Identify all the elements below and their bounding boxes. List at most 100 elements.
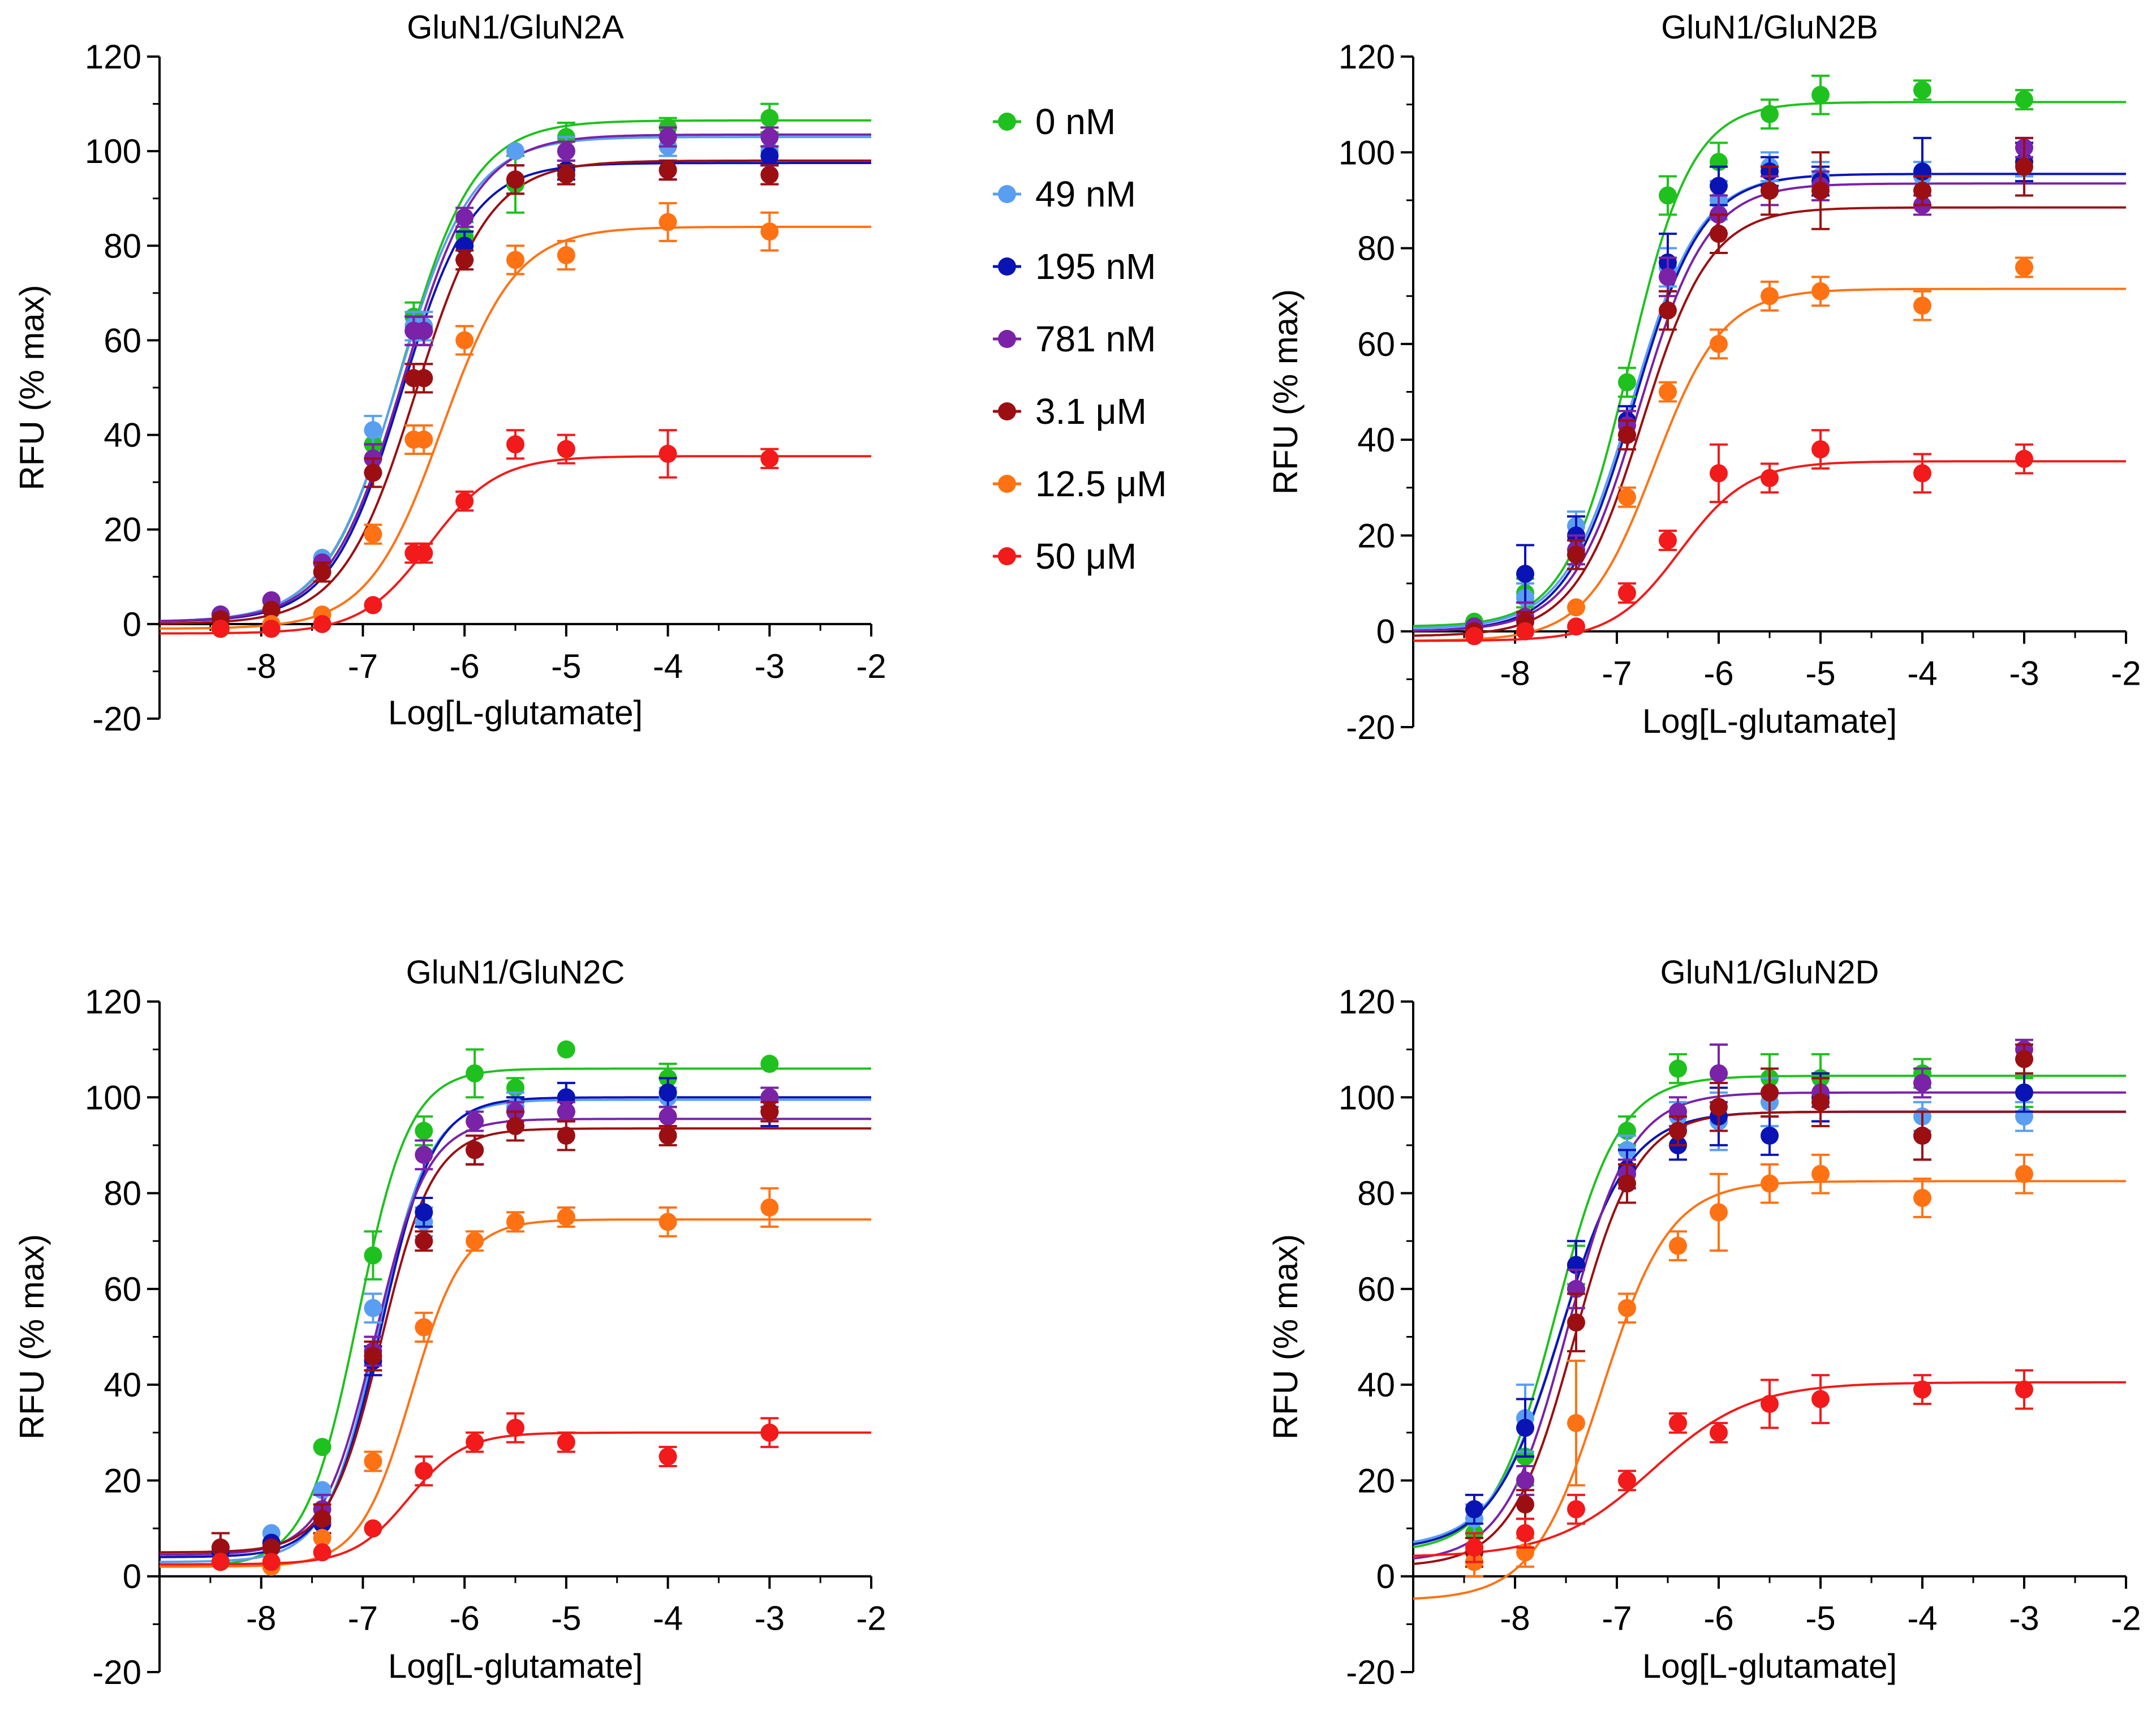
data-point [1465, 1538, 1483, 1557]
data-point [760, 222, 779, 241]
data-point [415, 321, 433, 340]
chart-panel-3: -20 0 20 40 60 80 100 120 -8 -7 -6 -5 -4 -3 -2 GluN1/Gl… [13, 954, 887, 1691]
data-point [557, 1208, 575, 1226]
data-point [364, 596, 382, 615]
fit-curve [160, 1098, 871, 1563]
legend-item: 49 nM [993, 174, 1136, 214]
x-tick-label: -6 [449, 1600, 479, 1638]
y-tick-label: 20 [104, 511, 141, 549]
panel-title: GluN1/GluN2C [406, 954, 625, 991]
data-point [466, 1232, 484, 1251]
data-point [1811, 85, 1830, 104]
data-point [1710, 334, 1728, 353]
data-point [1516, 1471, 1534, 1490]
data-point [557, 1102, 575, 1121]
data-point [1618, 584, 1636, 602]
data-point [557, 142, 575, 161]
data-point [1913, 81, 1931, 100]
y-tick-label: 100 [1339, 134, 1395, 171]
data-point [1761, 287, 1779, 306]
data-point [1913, 1127, 1931, 1145]
data-point [1811, 1165, 1830, 1183]
data-point [211, 1538, 230, 1557]
data-point [313, 615, 332, 633]
data-point [1669, 1236, 1687, 1255]
data-point [211, 620, 230, 638]
data-point [760, 109, 779, 127]
y-tick-label: 80 [104, 227, 141, 265]
data-point [1913, 1380, 1931, 1399]
data-point [760, 1423, 779, 1442]
fit-curve [1413, 173, 2126, 632]
x-tick-label: -5 [1805, 655, 1835, 693]
y-tick-label: 80 [1357, 230, 1395, 268]
data-point [1465, 627, 1483, 646]
legend-label: 50 μM [1035, 536, 1137, 577]
x-tick-label: -5 [1805, 1600, 1835, 1638]
data-point [415, 1145, 433, 1164]
x-tick-label: -5 [551, 647, 581, 685]
data-point [1710, 225, 1728, 243]
fit-curve [160, 1118, 871, 1556]
data-point [1811, 282, 1830, 300]
data-point [2015, 1380, 2033, 1399]
data-point [455, 208, 474, 227]
data-point [1811, 1093, 1830, 1111]
data-point [262, 620, 281, 638]
y-tick-label: -20 [92, 700, 141, 738]
legend-item: 781 nM [993, 319, 1156, 359]
data-point [1761, 105, 1779, 123]
data-point [1618, 373, 1636, 392]
data-point [659, 213, 677, 231]
data-point [760, 1102, 779, 1121]
y-tick-label: -20 [1346, 1653, 1395, 1691]
x-tick-label: -8 [1500, 655, 1530, 693]
legend-marker [998, 113, 1016, 131]
fit-curve [160, 1218, 871, 1568]
legend-label: 3.1 μM [1035, 391, 1147, 432]
data-point [659, 161, 677, 179]
data-point [1761, 1395, 1779, 1413]
y-tick-label: 100 [85, 132, 141, 170]
data-point [1465, 1500, 1483, 1519]
data-point [506, 435, 524, 454]
data-point [557, 1040, 575, 1059]
y-tick-label: -20 [92, 1653, 141, 1691]
data-point [1710, 177, 1728, 195]
data-point [1669, 1413, 1687, 1432]
data-point [1659, 531, 1677, 549]
x-axis-title: Log[L-glutamate] [388, 1647, 643, 1685]
y-tick-label: 0 [1376, 1558, 1395, 1596]
data-point [760, 147, 779, 165]
data-point [1811, 440, 1830, 459]
data-point [1710, 1064, 1728, 1082]
data-point [659, 1127, 677, 1145]
data-point [364, 1452, 382, 1471]
data-point [415, 1203, 433, 1222]
data-point [364, 421, 382, 440]
fit-curve [160, 1096, 871, 1558]
legend-label: 12.5 μM [1035, 463, 1167, 504]
legend-item: 195 nM [993, 246, 1156, 287]
data-point [466, 1433, 484, 1451]
data-point [1913, 1189, 1931, 1208]
y-tick-label: 40 [1357, 1366, 1395, 1404]
x-axis-title: Log[L-glutamate] [1642, 702, 1897, 740]
data-point [557, 440, 575, 458]
data-point [1761, 469, 1779, 487]
data-point [1567, 1313, 1585, 1332]
fit-curve [159, 1067, 871, 1568]
y-tick-label: 0 [1376, 613, 1395, 651]
data-point [466, 1112, 484, 1131]
data-point [1618, 1471, 1636, 1490]
y-tick-label: 120 [1339, 983, 1395, 1021]
data-point [1516, 1495, 1534, 1514]
data-point [415, 1122, 433, 1140]
data-point [659, 1213, 677, 1231]
data-point [364, 1299, 382, 1317]
data-point [1761, 182, 1779, 200]
data-point [506, 1213, 524, 1231]
fit-curve [160, 1127, 871, 1554]
y-tick-label: 40 [104, 416, 141, 454]
legend-label: 195 nM [1035, 246, 1156, 287]
